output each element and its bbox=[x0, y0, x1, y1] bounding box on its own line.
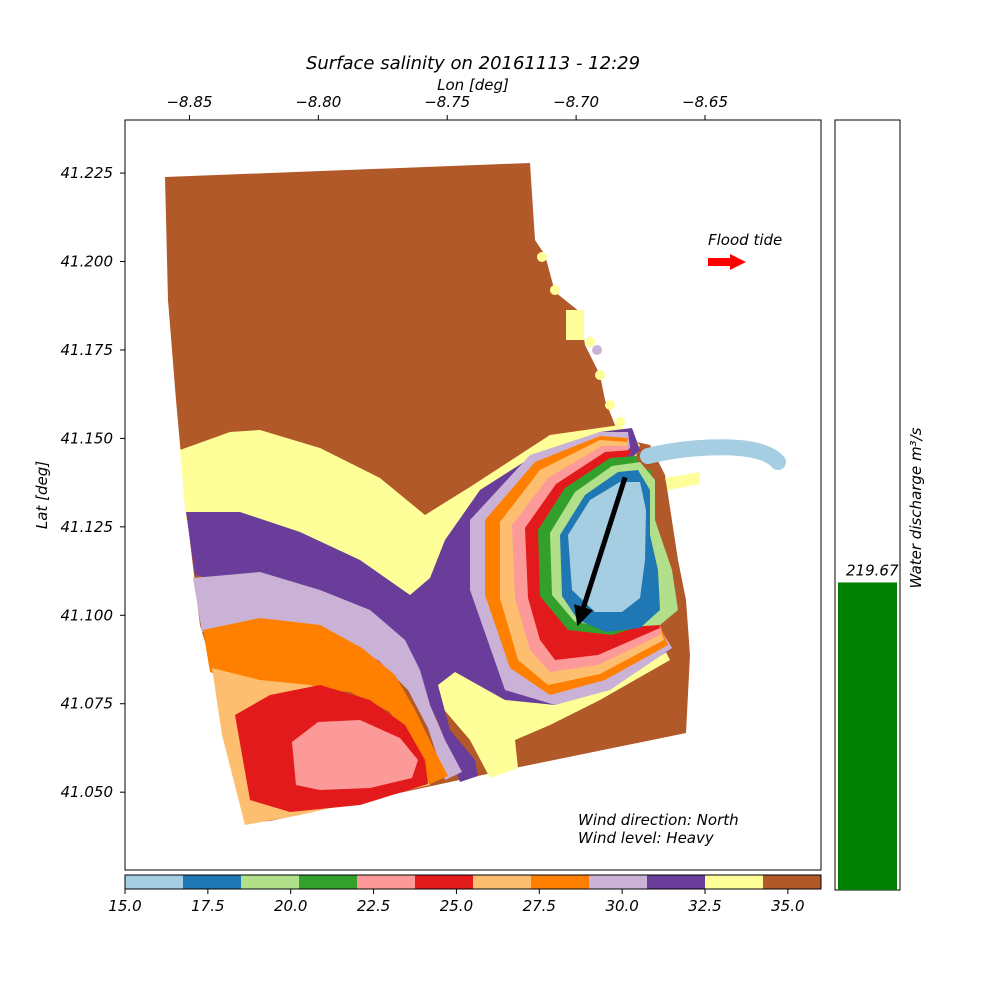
x-tick-label: −8.70 bbox=[553, 93, 599, 111]
y-axis-label: Lat [deg] bbox=[33, 461, 51, 529]
colorbar-ticks: 15.0 17.5 20.0 22.5 25.0 27.5 30.0 32.5 35.0 bbox=[108, 889, 805, 915]
wind-level-label: Wind level: Heavy bbox=[578, 829, 715, 847]
colorbar-segment bbox=[589, 875, 648, 889]
x-ticks: −8.85 −8.80 −8.75 −8.70 −8.65 bbox=[166, 93, 728, 120]
shoreline-dot-purple bbox=[592, 345, 602, 355]
shoreline-dots bbox=[537, 252, 625, 427]
wind-arrow bbox=[574, 476, 628, 627]
colorbar-tick-label: 35.0 bbox=[771, 897, 804, 915]
y-tick-label: 41.200 bbox=[61, 253, 114, 271]
colorbar-segment bbox=[125, 875, 184, 889]
discharge-value: 219.67 bbox=[846, 561, 899, 579]
region-salinity-15 bbox=[568, 482, 646, 612]
y-tick-label: 41.050 bbox=[61, 783, 114, 801]
colorbar-segment bbox=[299, 875, 358, 889]
colorbar-tick-label: 25.0 bbox=[440, 897, 473, 915]
river-channel bbox=[640, 439, 786, 470]
y-ticks: 41.050 41.075 41.100 41.125 41.150 41.175 41.2… bbox=[61, 164, 125, 801]
colorbar-tick-label: 32.5 bbox=[688, 897, 721, 915]
x-axis-label: Lon [deg] bbox=[437, 76, 509, 94]
colorbar-tick-label: 15.0 bbox=[108, 897, 141, 915]
colorbar-tick-label: 27.5 bbox=[523, 897, 556, 915]
y-tick-label: 41.225 bbox=[61, 164, 114, 182]
y-tick-label: 41.175 bbox=[61, 341, 114, 359]
tide-label: Flood tide bbox=[708, 231, 782, 249]
salinity-map bbox=[165, 163, 786, 825]
discharge-bar bbox=[838, 582, 897, 890]
colorbar-tick-label: 30.0 bbox=[605, 897, 638, 915]
colorbar-segment bbox=[473, 875, 532, 889]
y-tick-label: 41.075 bbox=[61, 695, 114, 713]
colorbar-tick-label: 22.5 bbox=[357, 897, 390, 915]
discharge-axis-label: Water discharge m³/s bbox=[907, 427, 925, 588]
colorbar-segment bbox=[705, 875, 764, 889]
plot-frame bbox=[124, 119, 822, 871]
river-mouth-strip bbox=[665, 472, 700, 490]
chart-title: Surface salinity on 20161113 - 12:29 bbox=[306, 53, 640, 74]
colorbar-frame bbox=[124, 874, 822, 890]
x-tick-label: −8.85 bbox=[166, 93, 212, 111]
x-tick-label: −8.80 bbox=[295, 93, 341, 111]
region-salinity-23 bbox=[292, 720, 418, 790]
colorbar-segment bbox=[531, 875, 590, 889]
y-tick-label: 41.100 bbox=[61, 606, 114, 624]
colorbar-segment bbox=[241, 875, 300, 889]
y-tick-label: 41.150 bbox=[61, 429, 114, 447]
salinity-colorbar bbox=[125, 875, 822, 889]
tide-arrow bbox=[708, 254, 746, 270]
colorbar-segment bbox=[647, 875, 706, 889]
colorbar-segment bbox=[763, 875, 822, 889]
x-tick-label: −8.75 bbox=[424, 93, 470, 111]
colorbar-segment bbox=[357, 875, 416, 889]
region-salinity-28 bbox=[203, 618, 448, 784]
colorbar-tick-label: 17.5 bbox=[191, 897, 224, 915]
colorbar-segment bbox=[415, 875, 474, 889]
y-tick-label: 41.125 bbox=[61, 518, 114, 536]
x-tick-label: −8.65 bbox=[682, 93, 728, 111]
colorbar-segment bbox=[183, 875, 242, 889]
wind-direction-label: Wind direction: North bbox=[578, 811, 739, 829]
colorbar-tick-label: 20.0 bbox=[274, 897, 307, 915]
